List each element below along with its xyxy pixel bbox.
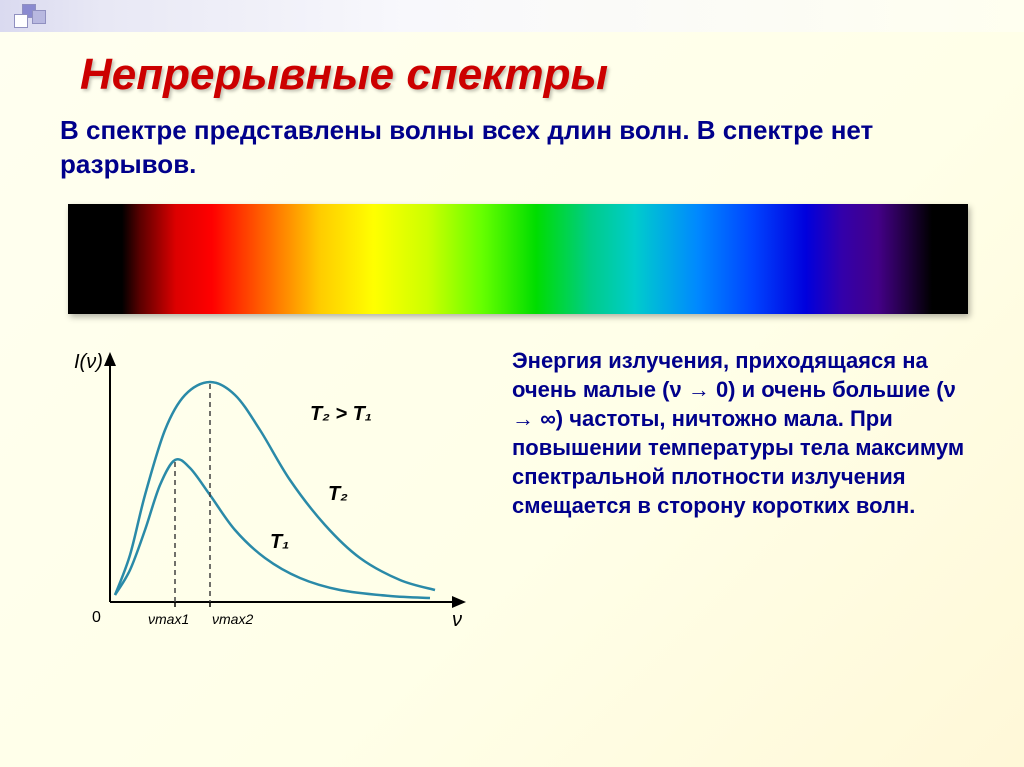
slide-content: Непрерывные спектры В спектре представле…: [0, 32, 1024, 767]
svg-text:νmax2: νmax2: [212, 611, 253, 627]
svg-text:I(ν): I(ν): [74, 351, 103, 373]
svg-text:νmax1: νmax1: [148, 611, 189, 627]
deco-square: [14, 14, 28, 28]
chart-svg: 0 I(ν) ν T₁ T₂ T₂ > T₁ νmax1 νmax2: [60, 340, 480, 650]
lower-row: 0 I(ν) ν T₁ T₂ T₂ > T₁ νmax1 νmax2 Энергия излу…: [60, 340, 976, 650]
body-text: Энергия излучения, приходящаяся на очень…: [512, 340, 976, 520]
intensity-chart: 0 I(ν) ν T₁ T₂ T₂ > T₁ νmax1 νmax2: [60, 340, 480, 650]
slide-top-decoration: [0, 0, 1024, 32]
svg-text:0: 0: [92, 609, 101, 626]
continuous-spectrum-bar: [68, 204, 968, 314]
svg-text:T₁: T₁: [270, 531, 289, 553]
svg-text:T₂ > T₁: T₂ > T₁: [310, 403, 372, 425]
deco-square: [32, 10, 46, 24]
svg-text:T₂: T₂: [328, 483, 348, 505]
svg-text:ν: ν: [452, 609, 462, 631]
slide-title: Непрерывные спектры: [80, 50, 976, 100]
slide-subtitle: В спектре представлены волны всех длин в…: [60, 114, 976, 182]
